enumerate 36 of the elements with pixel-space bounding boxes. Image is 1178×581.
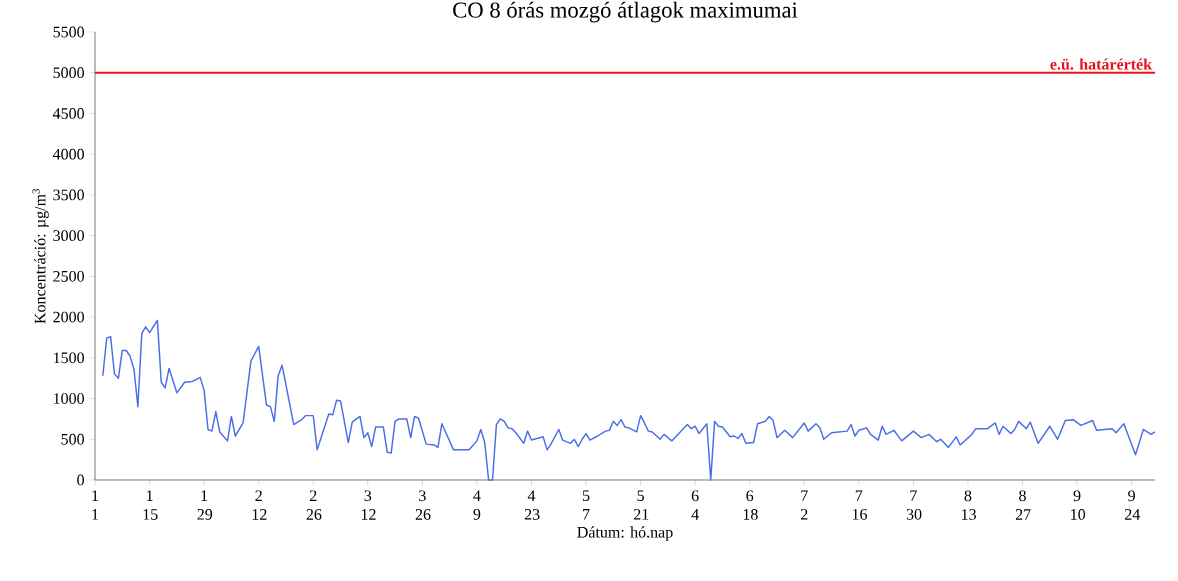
x-axis-title: Dátum: hó.nap <box>577 526 673 541</box>
y-tick-label: 1000 <box>54 393 84 404</box>
y-tick-label: 2000 <box>53 311 84 323</box>
x-tick-label: 4 23 <box>524 490 540 520</box>
y-tick-label: 3000 <box>53 230 84 242</box>
x-tick-label: 1 15 <box>143 490 158 520</box>
x-tick-label: 3 26 <box>415 490 431 520</box>
x-tick-label: 1 1 <box>92 490 99 520</box>
x-tick-label: 7 2 <box>800 490 808 520</box>
x-tick-label: 3 12 <box>361 490 376 520</box>
x-tick-label: 4 9 <box>473 490 481 520</box>
y-tick-label: 3500 <box>53 189 84 201</box>
y-tick-label: 2500 <box>53 270 84 282</box>
x-tick-label: 6 4 <box>691 490 699 520</box>
x-tick-label: 8 13 <box>962 490 976 520</box>
y-tick-label: 4000 <box>52 148 84 160</box>
y-tick-label: 5000 <box>53 67 84 79</box>
y-tick-label: 1500 <box>54 352 84 364</box>
ref-line-label: e.ü. határérték <box>1050 58 1153 70</box>
y-tick-label: 5500 <box>53 26 84 38</box>
x-tick-label: 2 26 <box>306 490 322 520</box>
x-tick-label: 7 16 <box>852 490 868 520</box>
y-tick-label: 4500 <box>52 108 84 119</box>
x-tick-label: 9 24 <box>1124 490 1141 520</box>
x-tick-label: 9 10 <box>1071 490 1086 520</box>
x-tick-label: 5 21 <box>633 490 649 520</box>
x-tick-label: 2 12 <box>252 490 267 520</box>
x-tick-label: 6 18 <box>743 490 758 520</box>
x-tick-label: 1 29 <box>197 490 213 520</box>
chart-title: CO 8 órás mozgó átlagok maximumai <box>453 1 798 23</box>
x-tick-label: 5 7 <box>582 490 590 520</box>
y-tick-label: 500 <box>61 433 84 445</box>
y-tick-label: 0 <box>77 474 84 486</box>
x-tick-label: 7 30 <box>906 490 922 520</box>
x-tick-label: 8 27 <box>1015 490 1031 520</box>
y-axis-title: Koncentráció: µg/m$^{3}$ <box>32 189 49 324</box>
